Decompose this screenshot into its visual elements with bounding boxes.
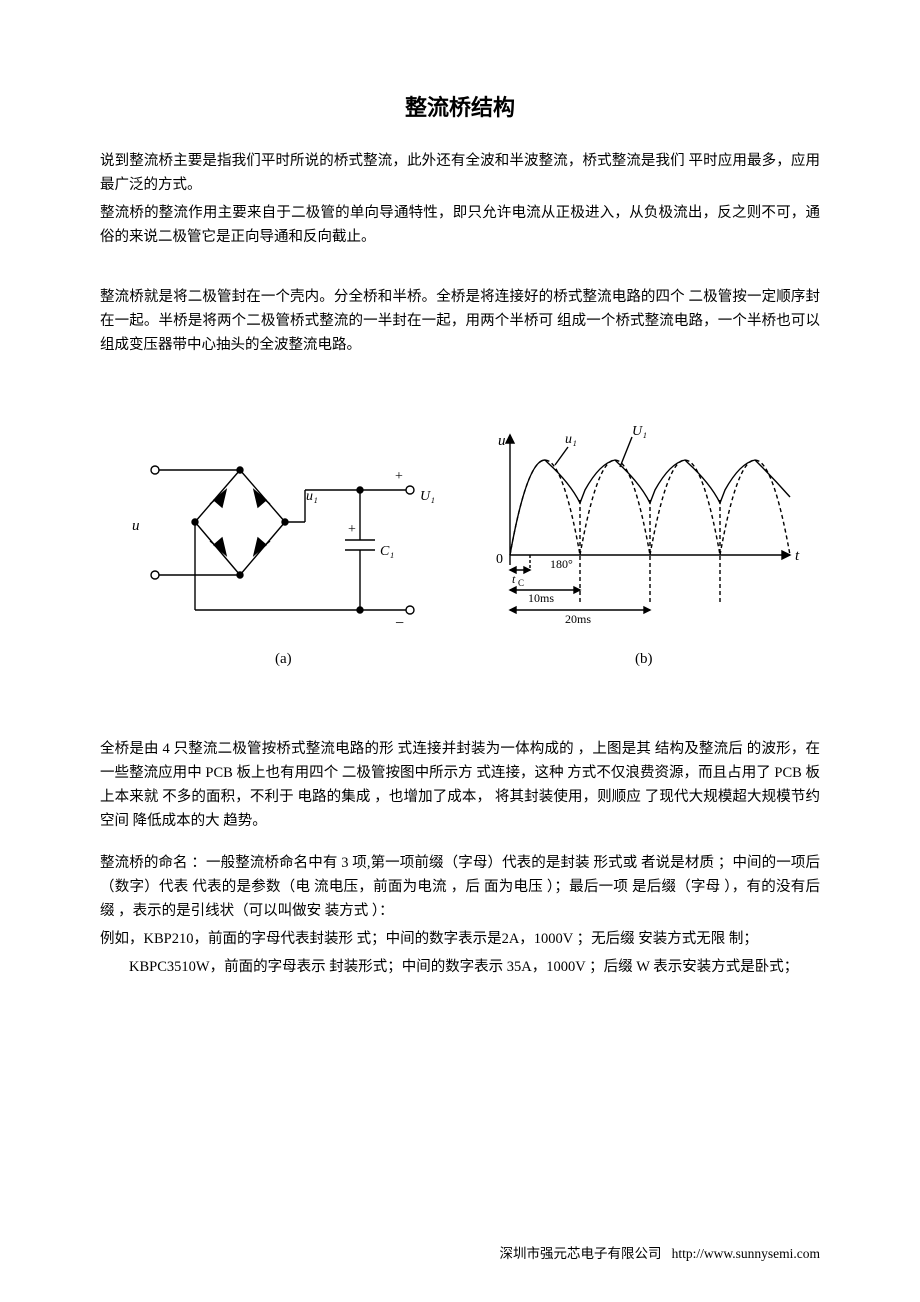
paragraph-4: 全桥是由 4 只整流二极管按桥式整流电路的形 式连接并封装为一体构成的 ，上图是… [100, 738, 820, 834]
svg-text:20ms: 20ms [565, 612, 591, 626]
paragraph-1: 说到整流桥主要是指我们平时所说的桥式整流，此外还有全波和半波整流，桥式整流是我们… [100, 150, 820, 198]
svg-text:U₁: U₁ [420, 489, 435, 504]
panel-a: u [132, 466, 435, 667]
page-title: 整流桥结构 [100, 90, 820, 122]
svg-text:t: t [795, 548, 800, 564]
paragraph-7: KBPC3510W，前面的字母表示 封装形式；中间的数字表示 35A，1000V… [100, 956, 820, 980]
svg-text:u: u [498, 433, 506, 449]
svg-text:0: 0 [496, 552, 503, 567]
svg-text:−: − [395, 615, 404, 632]
svg-text:t: t [512, 572, 516, 586]
svg-text:u₁: u₁ [565, 432, 577, 447]
svg-text:C: C [518, 578, 524, 588]
figure-svg: u [110, 405, 810, 685]
svg-text:(b): (b) [635, 651, 653, 667]
footer-company: 深圳市强元芯电子有限公司 [500, 1246, 662, 1261]
svg-text:180°: 180° [550, 557, 573, 571]
circuit-figure: u [100, 405, 820, 690]
svg-text:+: + [348, 522, 356, 537]
panel-b: u t 0 u₁ U₁ [496, 424, 800, 667]
svg-text:u₁: u₁ [306, 489, 318, 504]
svg-text:C₁: C₁ [380, 544, 394, 559]
document-page: 整流桥结构 说到整流桥主要是指我们平时所说的桥式整流，此外还有全波和半波整流，桥… [0, 0, 920, 1302]
page-footer: 深圳市强元芯电子有限公司 http://www.sunnysemi.com [500, 1242, 821, 1262]
paragraph-5: 整流桥的命名 ：一般整流桥命名中有 3 项,第一项前缀（字母）代表的是封装 形式… [100, 852, 820, 924]
svg-text:u: u [132, 518, 140, 534]
paragraph-6: 例如，KBP210，前面的字母代表封装形 式；中间的数字表示是2A，1000V … [100, 928, 820, 952]
footer-url: http://www.sunnysemi.com [672, 1246, 820, 1261]
svg-text:(a): (a) [275, 651, 292, 667]
paragraph-2: 整流桥的整流作用主要来自于二极管的单向导通特性，即只允许电流从正极进入，从负极流… [100, 202, 820, 250]
svg-text:+: + [395, 469, 403, 484]
paragraph-3: 整流桥就是将二极管封在一个壳内。分全桥和半桥。全桥是将连接好的桥式整流电路的四个… [100, 286, 820, 358]
svg-text:U₁: U₁ [632, 424, 647, 439]
svg-text:10ms: 10ms [528, 591, 554, 605]
